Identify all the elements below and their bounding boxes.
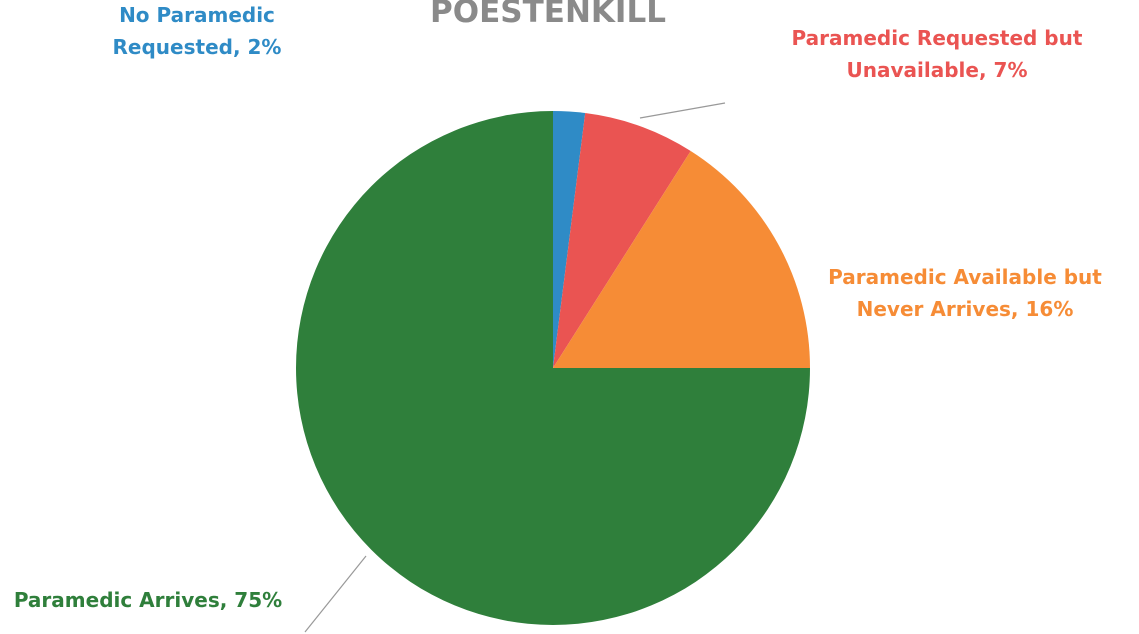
data-label-line: Unavailable, 7% bbox=[847, 58, 1028, 82]
pie-slice bbox=[553, 111, 586, 368]
data-label: Paramedic Available but Never Arrives, 16… bbox=[828, 265, 1102, 321]
data-label-line: Paramedic Available but bbox=[828, 265, 1102, 289]
data-label: No Paramedic Requested, 2% bbox=[113, 3, 282, 59]
chart-title: POESTENKILL bbox=[430, 0, 666, 30]
data-label: Paramedic Arrives, 75% bbox=[14, 588, 282, 612]
data-label-line: Paramedic Requested but bbox=[792, 26, 1083, 50]
pie-slice bbox=[553, 113, 691, 368]
leader-line bbox=[639, 102, 726, 119]
data-label-line: Never Arrives, 16% bbox=[857, 297, 1074, 321]
pie-slice bbox=[553, 151, 810, 368]
pie-slice bbox=[296, 111, 810, 625]
leader-line bbox=[304, 555, 367, 633]
data-label-line: Requested, 2% bbox=[113, 35, 282, 59]
data-label-line: No Paramedic bbox=[119, 3, 275, 27]
data-label: Paramedic Requested but Unavailable, 7% bbox=[792, 26, 1083, 82]
data-label-line: Paramedic Arrives, 75% bbox=[14, 588, 282, 612]
